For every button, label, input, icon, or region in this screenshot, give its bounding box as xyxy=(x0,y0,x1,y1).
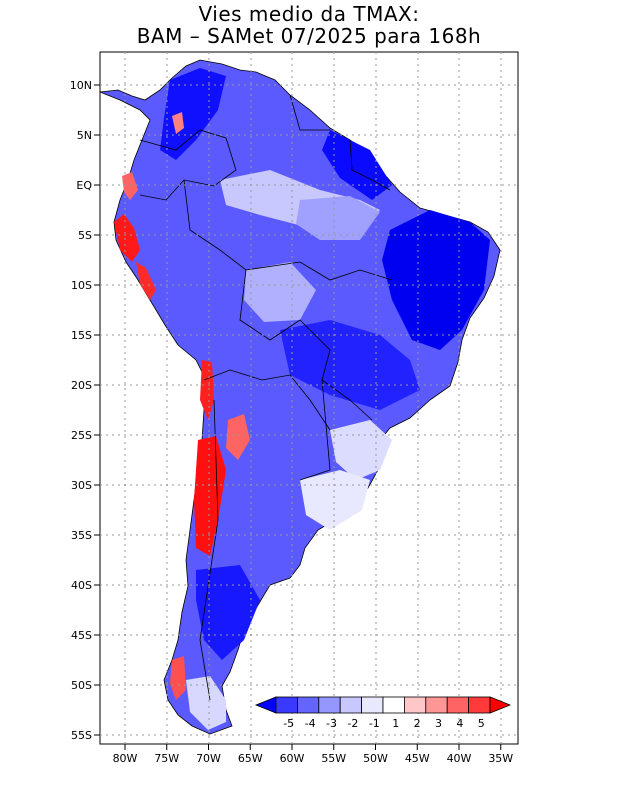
x-tick-label: 80W xyxy=(113,752,138,765)
colorbar-label: -5 xyxy=(283,717,294,730)
map-title-line2: BAM – SAMet 07/2025 para 168h xyxy=(136,24,482,48)
x-axis: 80W 75W 70W 65W 60W 55W 50W 45W 40W 35W xyxy=(113,744,513,765)
y-tick-label: 50S xyxy=(71,679,92,692)
x-tick-label: 75W xyxy=(154,752,179,765)
strong-negative-bias-patagonia xyxy=(196,565,260,660)
colorbar-swatch xyxy=(339,696,363,714)
colorbar-swatch xyxy=(403,696,427,714)
x-tick-label: 65W xyxy=(238,752,263,765)
colorbar-label: 5 xyxy=(478,717,485,730)
positive-bias-chile-north xyxy=(200,360,214,420)
y-tick-label: 55S xyxy=(71,729,92,742)
x-tick-label: 70W xyxy=(196,752,221,765)
positive-bias-chile-central xyxy=(194,436,226,556)
colorbar-swatch xyxy=(275,696,298,714)
colorbar-label: -3 xyxy=(326,717,337,730)
colorbar-swatch xyxy=(446,696,470,714)
colorbar-high-arrow xyxy=(489,696,512,714)
x-tick-label: 45W xyxy=(405,752,430,765)
colorbar: -5 -4 -3 -2 -1 1 2 3 4 5 xyxy=(254,696,512,730)
y-tick-label: 15S xyxy=(71,329,92,342)
y-tick-label: 10S xyxy=(71,279,92,292)
colorbar-label: 1 xyxy=(392,717,399,730)
y-tick-label: 20S xyxy=(71,379,92,392)
positive-bias-andes-argentina xyxy=(226,414,250,460)
positive-bias-andes-central xyxy=(136,262,156,300)
positive-bias-patagonia-coast xyxy=(170,656,186,700)
strong-negative-bias-north xyxy=(160,68,226,160)
colorbar-swatch xyxy=(361,696,384,714)
y-tick-label: 40S xyxy=(71,579,92,592)
map-title-line1: Vies medio da TMAX: xyxy=(198,2,420,26)
colorbar-label: 4 xyxy=(456,717,463,730)
weak-bias-northeast xyxy=(296,196,380,240)
strong-negative-bias-central xyxy=(280,320,420,410)
y-tick-label: 45S xyxy=(71,629,92,642)
positive-bias-ecuador xyxy=(122,172,138,200)
colorbar-label: -1 xyxy=(369,717,380,730)
y-tick-label: 5N xyxy=(77,129,92,142)
y-tick-label: EQ xyxy=(76,179,92,192)
weak-bias-patagonia-south xyxy=(186,676,226,730)
y-tick-label: 25S xyxy=(71,429,92,442)
positive-bias-peru-coast xyxy=(114,214,140,262)
x-tick-label: 55W xyxy=(321,752,346,765)
x-tick-label: 60W xyxy=(280,752,305,765)
colorbar-label: 2 xyxy=(414,717,421,730)
colorbar-label: -4 xyxy=(305,717,316,730)
colorbar-swatch xyxy=(425,696,448,714)
y-tick-label: 30S xyxy=(71,479,92,492)
x-tick-label: 40W xyxy=(447,752,472,765)
colorbar-swatch xyxy=(468,696,491,714)
weak-bias-bolivia xyxy=(244,262,316,322)
y-tick-label: 35S xyxy=(71,529,92,542)
y-axis: 10N 5N EQ 5S 10S 15S 20S 25S 30S 35S 40S 45S 50S 55S xyxy=(70,79,100,742)
colorbar-swatch xyxy=(318,696,341,714)
x-tick-label: 35W xyxy=(488,752,513,765)
y-tick-label: 10N xyxy=(70,79,92,92)
colorbar-swatch xyxy=(296,696,320,714)
grid-lines xyxy=(100,52,518,744)
strong-negative-bias-east xyxy=(382,210,490,350)
y-tick-label: 5S xyxy=(78,229,92,242)
x-tick-label: 50W xyxy=(363,752,388,765)
colorbar-label: -2 xyxy=(347,717,358,730)
positive-bias-venezuela-coast xyxy=(172,112,184,134)
strong-negative-bias-guianas xyxy=(322,130,392,200)
colorbar-swatch xyxy=(382,696,405,714)
colorbar-label: 3 xyxy=(435,717,442,730)
